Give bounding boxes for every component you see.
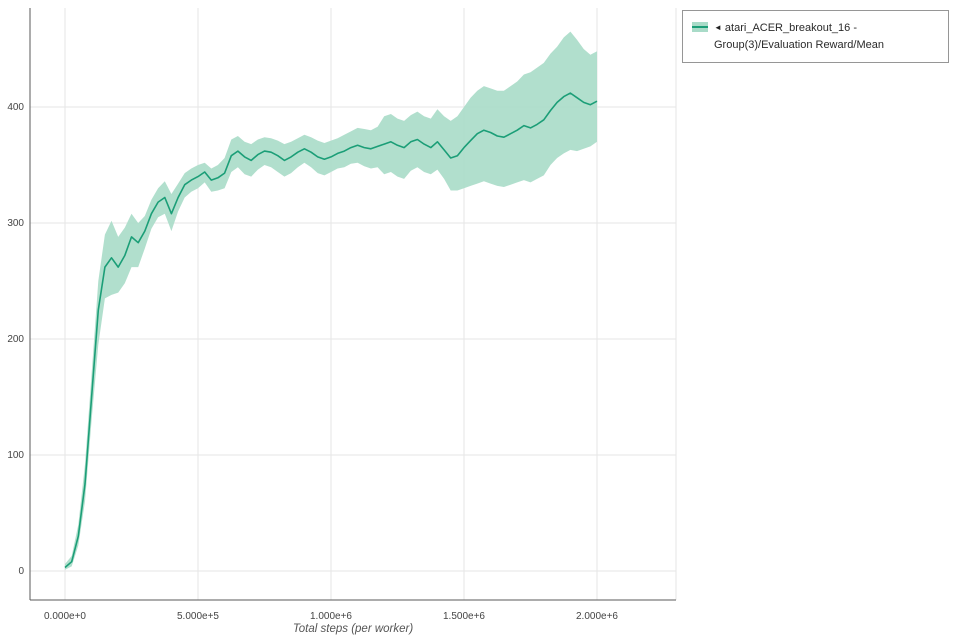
svg-text:5.000e+5: 5.000e+5	[177, 611, 219, 622]
legend-line-sample-icon	[692, 26, 708, 28]
svg-text:1.500e+6: 1.500e+6	[443, 611, 485, 622]
legend-label: atari_ACER_breakout_16 - Group(3)/Evalua…	[714, 22, 884, 51]
svg-text:100: 100	[7, 450, 24, 461]
svg-text:0: 0	[18, 566, 24, 577]
legend-swatch-icon	[692, 22, 708, 32]
x-axis-title: Total steps (per worker)	[292, 623, 414, 635]
line-chart-plot-area[interactable]: 0.000e+0 5.000e+5 1.000e+6 1.500e+6 2.000e+6…	[0, 0, 690, 640]
x-tick-labels: 0.000e+0 5.000e+5 1.000e+6 1.500e+6 2.000e+6	[44, 611, 618, 622]
legend-item[interactable]: ◄ atari_ACER_breakout_16 - Group(3)/Evalu…	[692, 19, 939, 54]
svg-text:1.000e+6: 1.000e+6	[310, 611, 352, 622]
grid-lines	[30, 8, 677, 600]
y-tick-labels: 0 100 200 300 400	[7, 102, 24, 577]
axis-lines	[29, 8, 676, 601]
series-mean-line	[64, 92, 598, 569]
series-confidence-band	[65, 31, 597, 570]
svg-text:200: 200	[7, 334, 24, 345]
legend: ◄ atari_ACER_breakout_16 - Group(3)/Evalu…	[682, 10, 949, 63]
svg-text:300: 300	[7, 218, 24, 229]
legend-arrow-icon: ◄	[714, 23, 722, 32]
svg-text:400: 400	[7, 102, 24, 113]
svg-text:2.000e+6: 2.000e+6	[576, 611, 618, 622]
svg-text:0.000e+0: 0.000e+0	[44, 611, 86, 622]
